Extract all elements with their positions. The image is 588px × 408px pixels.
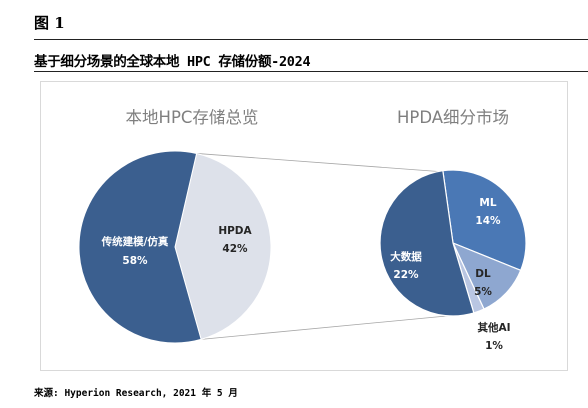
top-rule bbox=[34, 39, 588, 40]
pie-1-value-traditional: 58% bbox=[122, 255, 148, 267]
pie-2-value-dl: 5% bbox=[474, 286, 492, 298]
source-note: 来源: Hyperion Research, 2021 年 5 月 bbox=[34, 388, 238, 399]
pie-2-title: HPDA细分市场 bbox=[397, 108, 509, 127]
pie-1-slice-hpda bbox=[174, 152, 272, 340]
pie-1-value-hpda: 42% bbox=[222, 243, 248, 255]
pie-2-value-other-ai: 1% bbox=[485, 340, 503, 352]
pie-1-slice-traditional bbox=[78, 150, 202, 344]
title-rule bbox=[34, 71, 588, 72]
pie-1-label-traditional: 传统建模/仿真 bbox=[101, 235, 169, 248]
pie-2-label-other-ai: 其他AI bbox=[477, 321, 510, 334]
pie-2-slice-big-data bbox=[379, 170, 475, 317]
pie-1-label-hpda: HPDA bbox=[218, 225, 252, 237]
connector-line-top bbox=[196, 153, 446, 173]
figure-label: 图 1 bbox=[34, 14, 65, 32]
pie-1-title: 本地HPC存储总览 bbox=[126, 108, 259, 127]
pie-2-value-ml: 14% bbox=[475, 215, 501, 227]
pie-2-slice-ml bbox=[442, 169, 527, 272]
connector-line-bottom bbox=[201, 314, 458, 340]
pie-2-label-ml: ML bbox=[479, 197, 496, 209]
pie-2-value-big-data: 22% bbox=[393, 269, 419, 281]
figure-title: 基于细分场景的全球本地 HPC 存储份额-2024 bbox=[34, 54, 311, 70]
pie-2-label-big-data: 大数据 bbox=[390, 250, 422, 263]
pie-2-label-dl: DL bbox=[475, 268, 491, 280]
